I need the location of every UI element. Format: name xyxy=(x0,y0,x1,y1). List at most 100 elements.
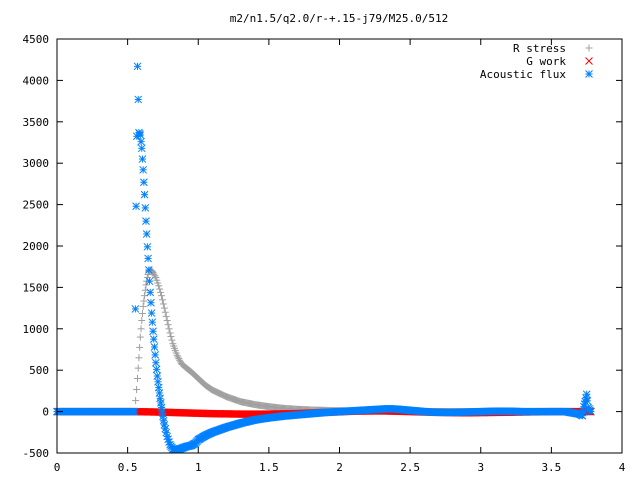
legend-label: R stress xyxy=(513,42,566,55)
axis-layer: 0 0.5 1 1.5 2 2.5 3 3.5 4 -500 0 500 1000 1500 2000 250… xyxy=(23,33,626,474)
data-point xyxy=(175,355,183,363)
x-tick-label: 0.5 xyxy=(118,461,138,474)
data-point xyxy=(139,302,147,310)
data-point xyxy=(137,144,146,153)
y-tick-label: 4500 xyxy=(23,33,50,46)
data-point xyxy=(164,321,172,329)
legend-marker xyxy=(585,44,593,52)
y-tick-label: 2000 xyxy=(23,240,50,253)
data-point xyxy=(142,281,150,289)
data-point xyxy=(136,333,144,341)
data-point xyxy=(150,343,159,351)
data-point xyxy=(158,292,166,300)
x-tick-label: 2.5 xyxy=(400,461,420,474)
y-tick-label: 2500 xyxy=(23,199,50,212)
series-2 xyxy=(53,62,595,454)
data-point xyxy=(134,374,142,382)
x-tick-label: 0 xyxy=(54,461,61,474)
data-point xyxy=(174,353,182,361)
y-tick-label: 4000 xyxy=(23,74,50,87)
data-point xyxy=(134,364,142,372)
data-point xyxy=(152,358,160,367)
legend-label: Acoustic flux xyxy=(480,68,566,81)
data-point xyxy=(135,354,143,362)
data-point xyxy=(176,356,184,364)
data-point xyxy=(165,325,173,333)
data-point xyxy=(151,272,159,280)
data-point xyxy=(582,390,591,399)
data-point xyxy=(141,204,150,212)
data-point xyxy=(130,407,139,416)
series-layer xyxy=(53,62,595,454)
plot-frame xyxy=(56,38,623,454)
data-point xyxy=(155,282,163,290)
legend-label: G work xyxy=(526,55,566,68)
x-tick-label: 1 xyxy=(195,461,202,474)
data-point xyxy=(160,304,168,312)
data-point xyxy=(147,298,155,307)
y-tick-label: 1000 xyxy=(23,323,50,336)
data-point xyxy=(142,230,151,238)
data-point xyxy=(159,300,167,308)
data-point xyxy=(133,62,142,71)
series-0 xyxy=(53,266,591,416)
data-point xyxy=(146,288,155,297)
data-point xyxy=(143,273,151,281)
data-point xyxy=(132,202,140,211)
y-tick-label: 3500 xyxy=(23,116,50,129)
data-point xyxy=(147,309,156,317)
data-point xyxy=(167,333,175,341)
data-point xyxy=(162,312,170,320)
data-point xyxy=(144,266,153,274)
data-point xyxy=(152,365,161,374)
data-point xyxy=(138,309,146,317)
data-point xyxy=(149,327,157,336)
data-point xyxy=(137,137,145,146)
x-tick-label: 4 xyxy=(619,461,626,474)
data-point xyxy=(156,285,164,293)
data-point xyxy=(168,336,176,344)
data-point xyxy=(166,329,174,337)
y-tick-label: 1500 xyxy=(23,281,50,294)
data-point xyxy=(140,297,148,305)
data-point xyxy=(148,318,157,327)
data-point xyxy=(158,296,166,304)
y-tick-label: 500 xyxy=(29,364,49,377)
data-point xyxy=(140,190,149,199)
data-point xyxy=(143,242,152,251)
data-point xyxy=(583,396,592,405)
data-point xyxy=(142,217,150,226)
data-point xyxy=(144,271,152,279)
data-point xyxy=(132,397,140,405)
chart-title: m2/n1.5/q2.0/r-+.15-j79/M25.0/512 xyxy=(230,12,449,25)
data-point xyxy=(140,178,148,187)
data-point xyxy=(136,343,144,351)
legend-marker xyxy=(585,57,593,65)
data-point xyxy=(149,335,158,344)
data-point xyxy=(139,165,148,174)
y-tick-label: 3000 xyxy=(23,157,50,170)
data-point xyxy=(137,325,145,333)
data-point xyxy=(131,305,140,313)
data-point xyxy=(157,288,165,296)
data-point xyxy=(587,407,595,416)
y-tick-label: -500 xyxy=(23,447,50,460)
data-point xyxy=(156,399,165,407)
data-point xyxy=(173,351,181,359)
data-point xyxy=(161,308,169,316)
data-point xyxy=(145,277,154,286)
data-point xyxy=(151,351,160,359)
data-point xyxy=(136,131,145,139)
data-point xyxy=(144,254,152,263)
data-point xyxy=(133,386,141,394)
legend-marker xyxy=(585,70,593,78)
data-point xyxy=(163,317,171,325)
x-tick-label: 2 xyxy=(336,461,343,474)
data-point xyxy=(134,95,143,104)
data-point xyxy=(138,317,146,325)
y-tick-label: 0 xyxy=(42,406,49,419)
x-tick-label: 3 xyxy=(477,461,484,474)
data-point xyxy=(138,155,147,163)
